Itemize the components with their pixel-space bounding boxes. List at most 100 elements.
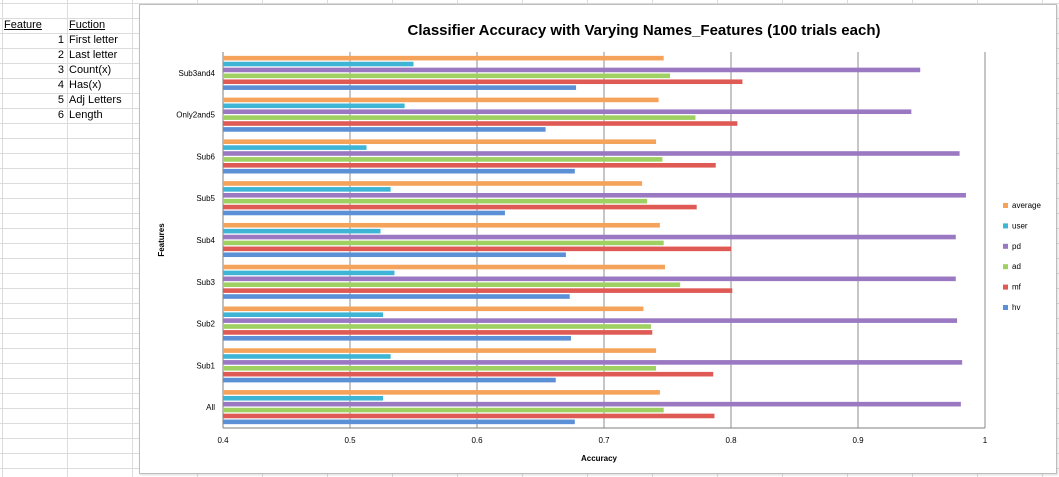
- x-tick-label: 1: [983, 436, 988, 445]
- bar-user: [223, 395, 384, 401]
- legend-label-hv: hv: [1012, 303, 1020, 312]
- y-tick-label: All: [206, 403, 215, 412]
- feature-number: 3: [57, 64, 64, 76]
- bar-mf: [223, 121, 738, 126]
- bar-user: [223, 354, 391, 359]
- feature-label: Count(x): [69, 64, 112, 76]
- bar-hv: [223, 85, 577, 90]
- x-tick-label: 0.7: [598, 436, 610, 445]
- bar-user: [223, 312, 384, 318]
- bar-pd: [223, 67, 921, 73]
- legend-swatch-mf: [1003, 284, 1008, 290]
- feature-label: First letter: [69, 34, 118, 46]
- bar-mf: [223, 330, 653, 335]
- bar-pd: [223, 192, 966, 198]
- legend-label-user: user: [1012, 221, 1028, 230]
- x-tick-label: 0.5: [344, 436, 356, 445]
- y-tick-label: Sub3and4: [179, 69, 216, 78]
- legend-label-mf: mf: [1012, 283, 1022, 292]
- bar-ad: [223, 365, 657, 371]
- feature-number: 6: [57, 109, 64, 121]
- bar-hv: [223, 210, 505, 216]
- bar-hv: [223, 419, 575, 425]
- legend-swatch-user: [1003, 223, 1008, 229]
- bar-hv: [223, 294, 570, 299]
- bar-ad: [223, 198, 648, 204]
- x-tick-label: 0.6: [471, 436, 483, 445]
- bar-user: [223, 187, 391, 192]
- bar-chart: Classifier Accuracy with Varying Names_F…: [157, 22, 1041, 463]
- y-tick-label: Sub3: [196, 278, 215, 287]
- y-tick-label: Sub1: [196, 361, 215, 370]
- function-header: Fuction: [69, 19, 106, 31]
- x-tick-label: 0.4: [217, 436, 229, 445]
- bar-mf: [223, 204, 697, 210]
- bar-user: [223, 145, 367, 150]
- bar-ad: [223, 282, 681, 288]
- y-tick-label: Sub2: [196, 320, 215, 329]
- y-tick-label: Sub5: [196, 194, 215, 203]
- bar-ad: [223, 115, 696, 120]
- bar-average: [223, 390, 660, 395]
- bar-average: [223, 55, 664, 61]
- chart-title: Classifier Accuracy with Varying Names_F…: [407, 22, 880, 39]
- bar-user: [223, 270, 395, 276]
- y-axis-title: Features: [157, 223, 166, 257]
- bar-hv: [223, 127, 546, 132]
- bar-mf: [223, 79, 743, 85]
- y-tick-label: Only2and5: [176, 111, 215, 120]
- bar-user: [223, 61, 414, 67]
- feature-number: 1: [57, 34, 64, 46]
- feature-number: 5: [57, 94, 64, 106]
- bar-hv: [223, 168, 575, 174]
- y-tick-label: Sub4: [196, 236, 215, 245]
- feature-label: Adj Letters: [69, 94, 122, 106]
- y-tick-label: Sub6: [196, 152, 215, 161]
- x-tick-label: 0.8: [725, 436, 737, 445]
- chart-container[interactable]: Classifier Accuracy with Varying Names_F…: [139, 4, 1057, 474]
- feature-number: 4: [57, 79, 64, 91]
- bar-hv: [223, 377, 556, 383]
- bar-ad: [223, 157, 663, 162]
- bar-average: [223, 306, 644, 312]
- bar-user: [223, 228, 381, 234]
- bar-average: [223, 348, 657, 353]
- legend-swatch-average: [1003, 203, 1008, 208]
- bar-pd: [223, 360, 963, 365]
- x-axis-title: Accuracy: [581, 454, 618, 463]
- legend-label-ad: ad: [1012, 262, 1021, 271]
- bar-mf: [223, 246, 731, 252]
- feature-header: Feature: [4, 19, 42, 31]
- bar-pd: [223, 234, 956, 240]
- bar-pd: [223, 318, 958, 323]
- bar-pd: [223, 151, 960, 156]
- feature-label: Length: [69, 109, 103, 121]
- bar-ad: [223, 240, 664, 246]
- legend-label-pd: pd: [1012, 242, 1021, 251]
- bar-pd: [223, 276, 956, 282]
- legend-swatch-pd: [1003, 243, 1008, 249]
- bar-average: [223, 97, 659, 103]
- legend-swatch-ad: [1003, 264, 1008, 270]
- bar-average: [223, 264, 665, 270]
- bar-hv: [223, 336, 571, 341]
- bar-average: [223, 181, 643, 186]
- bar-mf: [223, 162, 716, 168]
- bar-pd: [223, 401, 961, 407]
- bar-mf: [223, 371, 714, 377]
- bar-average: [223, 222, 660, 228]
- bar-mf: [223, 288, 733, 293]
- bar-user: [223, 103, 405, 109]
- feature-label: Last letter: [69, 49, 118, 61]
- bar-average: [223, 139, 657, 144]
- legend-label-average: average: [1012, 201, 1041, 210]
- feature-number: 2: [57, 49, 64, 61]
- feature-label: Has(x): [69, 79, 102, 91]
- bar-mf: [223, 413, 715, 419]
- bar-ad: [223, 73, 671, 79]
- bar-ad: [223, 324, 651, 329]
- bar-ad: [223, 407, 664, 413]
- x-tick-label: 0.9: [852, 436, 864, 445]
- bar-hv: [223, 252, 566, 258]
- legend-swatch-hv: [1003, 305, 1008, 310]
